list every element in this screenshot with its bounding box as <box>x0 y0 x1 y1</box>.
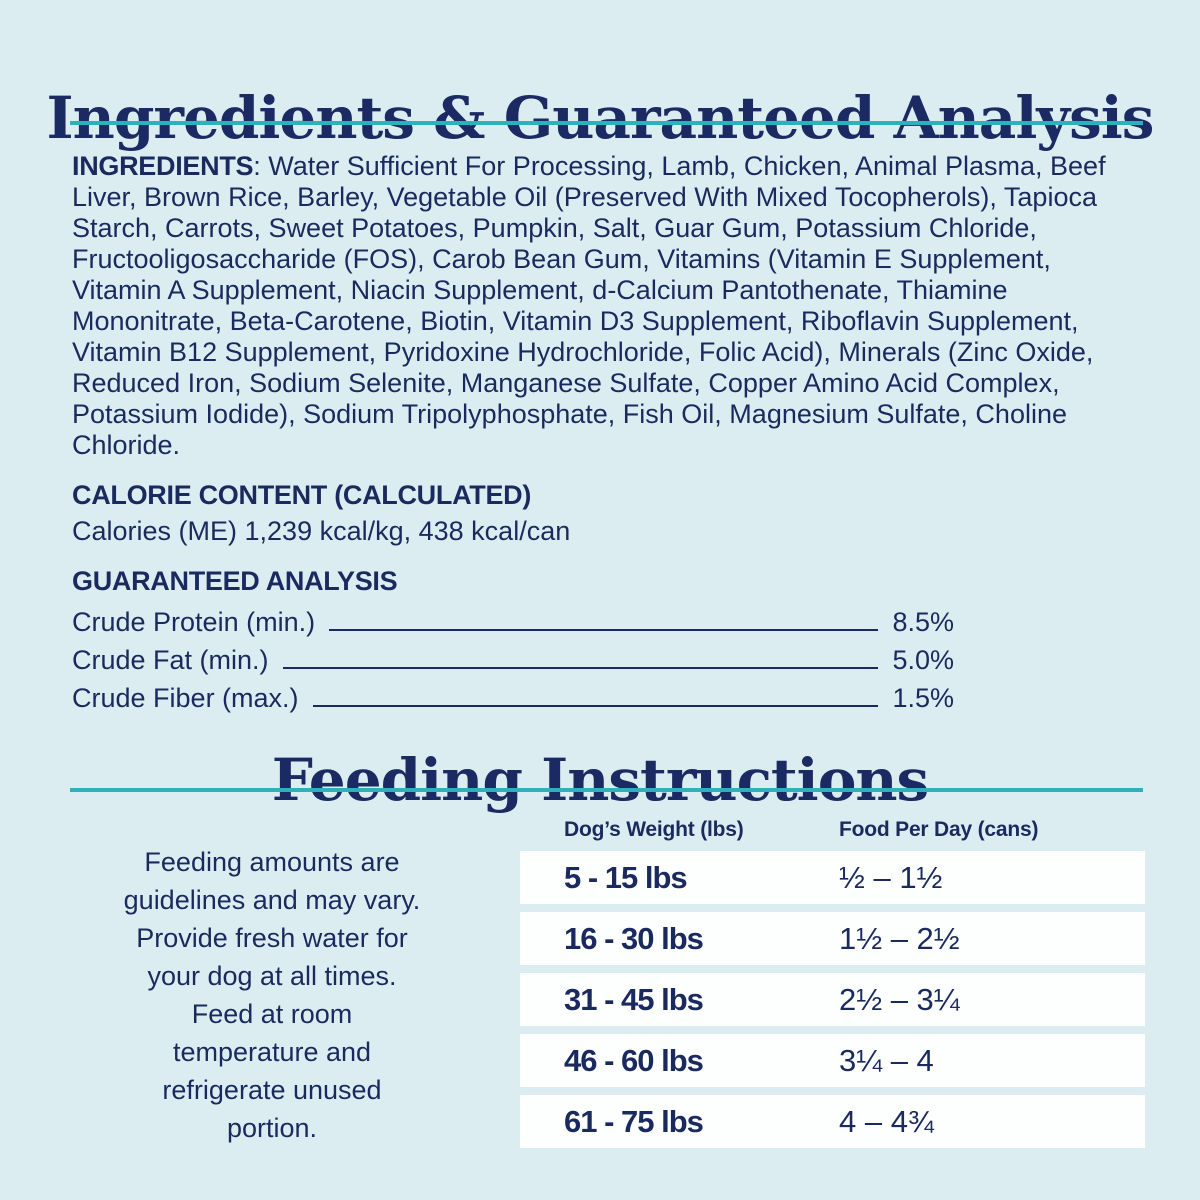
table-row: 16 - 30 lbs 1½ – 2½ <box>520 912 1145 965</box>
leader-line <box>312 705 879 707</box>
analysis-value: 8.5% <box>892 607 954 637</box>
calorie-content-value: Calories (ME) 1,239 kcal/kg, 438 kcal/ca… <box>72 516 571 546</box>
food-amount-cell: 3¼ – 4 <box>839 1042 934 1078</box>
calorie-content-heading: CALORIE CONTENT (CALCULATED) <box>72 480 532 510</box>
guaranteed-analysis-block: GUARANTEED ANALYSIS Crude Protein (min.)… <box>72 566 954 721</box>
feeding-section-title: Feeding Instructions <box>271 745 929 814</box>
ingredients-section-title: Ingredients & Guaranteed Analysis <box>46 83 1155 152</box>
leader-line <box>329 629 879 631</box>
analysis-row-crude-fat: Crude Fat (min.) 5.0% <box>72 645 954 683</box>
weight-range-cell: 31 - 45 lbs <box>564 981 704 1017</box>
food-amount-cell: 2½ – 3¼ <box>839 981 960 1017</box>
section-divider-rule <box>70 121 1143 125</box>
weight-range-cell: 5 - 15 lbs <box>564 859 688 895</box>
column-header-food-per-day: Food Per Day (cans) <box>839 818 1039 841</box>
food-amount-cell: 4 – 4¾ <box>839 1103 934 1139</box>
section-divider-rule <box>70 788 1143 792</box>
analysis-label: Crude Protein (min.) <box>72 607 316 637</box>
table-row: 31 - 45 lbs 2½ – 3¼ <box>520 973 1145 1026</box>
food-amount-cell: 1½ – 2½ <box>839 920 960 956</box>
weight-range-cell: 61 - 75 lbs <box>564 1103 704 1139</box>
feeding-table-header: Dog’s Weight (lbs) Food Per Day (cans) <box>520 818 1145 842</box>
leader-line <box>282 667 879 669</box>
table-row: 46 - 60 lbs 3¼ – 4 <box>520 1034 1145 1087</box>
table-row: 5 - 15 lbs ½ – 1½ <box>520 851 1145 904</box>
weight-range-cell: 46 - 60 lbs <box>564 1042 704 1078</box>
feeding-table: Dog’s Weight (lbs) Food Per Day (cans) 5… <box>520 818 1145 1156</box>
analysis-label: Crude Fiber (max.) <box>72 683 299 713</box>
column-header-dogs-weight: Dog’s Weight (lbs) <box>564 818 744 841</box>
food-amount-cell: ½ – 1½ <box>839 859 943 895</box>
guaranteed-analysis-heading: GUARANTEED ANALYSIS <box>72 566 398 596</box>
calorie-content-block: CALORIE CONTENT (CALCULATED) Calories (M… <box>72 479 1134 548</box>
analysis-row-crude-protein: Crude Protein (min.) 8.5% <box>72 607 954 645</box>
analysis-value: 1.5% <box>892 683 954 713</box>
table-row: 61 - 75 lbs 4 – 4¾ <box>520 1095 1145 1148</box>
weight-range-cell: 16 - 30 lbs <box>564 920 704 956</box>
analysis-value: 5.0% <box>892 645 954 675</box>
analysis-label: Crude Fat (min.) <box>72 645 269 675</box>
ingredients-list-text: : Water Sufficient For Processing, Lamb,… <box>72 151 1106 460</box>
feeding-guidelines-note: Feeding amounts are guidelines and may v… <box>123 847 421 1143</box>
ingredients-paragraph: INGREDIENTS: Water Sufficient For Proces… <box>72 151 1134 461</box>
analysis-row-crude-fiber: Crude Fiber (max.) 1.5% <box>72 683 954 721</box>
ingredients-label: INGREDIENTS <box>72 151 254 181</box>
